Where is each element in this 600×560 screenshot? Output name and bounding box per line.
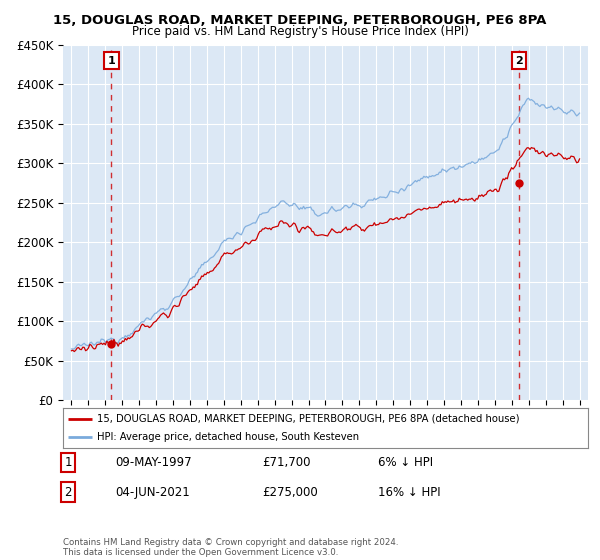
Text: £275,000: £275,000: [263, 486, 318, 499]
Text: 15, DOUGLAS ROAD, MARKET DEEPING, PETERBOROUGH, PE6 8PA (detached house): 15, DOUGLAS ROAD, MARKET DEEPING, PETERB…: [97, 414, 520, 423]
Text: 6% ↓ HPI: 6% ↓ HPI: [378, 456, 433, 469]
Text: 15, DOUGLAS ROAD, MARKET DEEPING, PETERBOROUGH, PE6 8PA: 15, DOUGLAS ROAD, MARKET DEEPING, PETERB…: [53, 14, 547, 27]
Text: Contains HM Land Registry data © Crown copyright and database right 2024.
This d: Contains HM Land Registry data © Crown c…: [63, 538, 398, 557]
Text: 2: 2: [65, 486, 72, 499]
Text: Price paid vs. HM Land Registry's House Price Index (HPI): Price paid vs. HM Land Registry's House …: [131, 25, 469, 38]
Text: 1: 1: [65, 456, 72, 469]
Text: 1: 1: [107, 55, 115, 66]
Text: £71,700: £71,700: [263, 456, 311, 469]
Text: 2: 2: [515, 55, 523, 66]
Text: 04-JUN-2021: 04-JUN-2021: [115, 486, 190, 499]
Text: 16% ↓ HPI: 16% ↓ HPI: [378, 486, 440, 499]
Text: 09-MAY-1997: 09-MAY-1997: [115, 456, 192, 469]
Text: HPI: Average price, detached house, South Kesteven: HPI: Average price, detached house, Sout…: [97, 432, 359, 442]
